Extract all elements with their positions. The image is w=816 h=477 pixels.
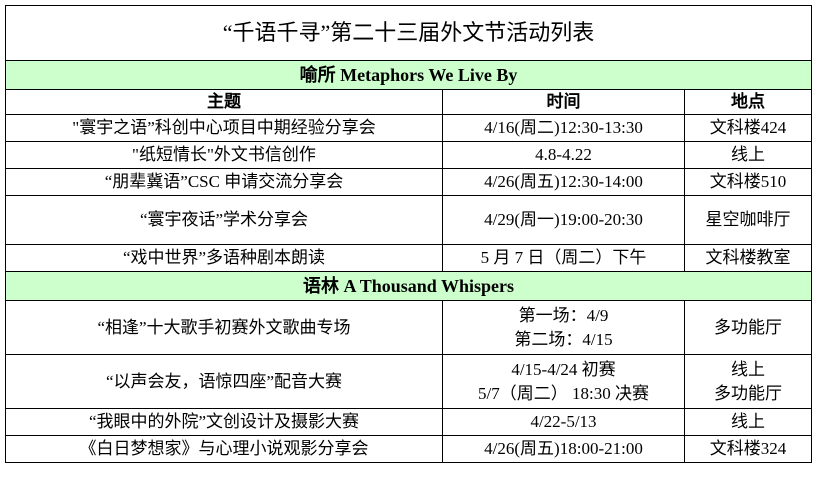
place-cell: 星空咖啡厅 — [683, 195, 813, 245]
table-row: “寰宇夜话”学术分享会 4/29(周一)19:00-20:30 星空咖啡厅 — [5, 195, 813, 245]
table-row: “相逢”十大歌手初赛外文歌曲专场 第一场：4/9 第二场：4/15 多功能厅 — [5, 300, 813, 355]
section-header-metaphors: 喻所 Metaphors We Live By — [4, 60, 813, 90]
table-row: “以声会友，语惊四座”配音大赛 4/15-4/24 初赛 5/7（周二） 18:3… — [5, 354, 813, 409]
topic-cell: “相逢”十大歌手初赛外文歌曲专场 — [5, 300, 443, 355]
place-cell: 多功能厅 — [683, 300, 813, 355]
place-cell: 文科楼424 — [683, 114, 813, 142]
topic-cell: 《白日梦想家》与心理小说观影分享会 — [5, 435, 443, 463]
table-row: 《白日梦想家》与心理小说观影分享会 4/26(周五)18:00-21:00 文科… — [5, 435, 813, 463]
time-cell: 4/22-5/13 — [442, 408, 685, 436]
time-cell: 4/15-4/24 初赛 5/7（周二） 18:30 决赛 — [442, 354, 685, 409]
time-cell: 4/26(周五)18:00-21:00 — [442, 435, 685, 463]
column-header-topic: 主题 — [5, 89, 443, 115]
time-cell: 4/29(周一)19:00-20:30 — [442, 195, 685, 245]
time-line: 5/7（周二） 18:30 决赛 — [478, 383, 649, 403]
time-cell: 5 月 7 日（周二）下午 — [442, 244, 685, 272]
topic-cell: "纸短情长"外文书信创作 — [5, 141, 443, 169]
time-cell: 4.8-4.22 — [442, 141, 685, 169]
section-header-whispers: 语林 A Thousand Whispers — [4, 271, 813, 301]
time-cell: 第一场：4/9 第二场：4/15 — [442, 300, 685, 355]
table-row: “朋辈冀语”CSC 申请交流分享会 4/26(周五)12:30-14:00 文科… — [5, 168, 813, 196]
place-cell: 线上 多功能厅 — [683, 354, 813, 409]
time-cell: 4/16(周二)12:30-13:30 — [442, 114, 685, 142]
topic-cell: "寰宇之语”科创中心项目中期经验分享会 — [5, 114, 443, 142]
column-header-place: 地点 — [683, 89, 813, 115]
time-line: 第一场：4/9 — [518, 305, 609, 325]
table-row: “戏中世界”多语种剧本朗读 5 月 7 日（周二）下午 文科楼教室 — [5, 244, 813, 272]
place-cell: 文科楼教室 — [683, 244, 813, 272]
table-row: "纸短情长"外文书信创作 4.8-4.22 线上 — [5, 141, 813, 169]
place-cell: 线上 — [683, 408, 813, 436]
page-title: “千语千寻”第二十三届外文节活动列表 — [4, 5, 813, 61]
place-cell: 文科楼510 — [683, 168, 813, 196]
table-row: “我眼中的外院”文创设计及摄影大赛 4/22-5/13 线上 — [5, 408, 813, 436]
topic-cell: “我眼中的外院”文创设计及摄影大赛 — [5, 408, 443, 436]
place-line: 多功能厅 — [714, 383, 782, 403]
topic-cell: “戏中世界”多语种剧本朗读 — [5, 244, 443, 272]
place-cell: 文科楼324 — [683, 435, 813, 463]
topic-cell: “朋辈冀语”CSC 申请交流分享会 — [5, 168, 443, 196]
activity-table: “千语千寻”第二十三届外文节活动列表 喻所 Metaphors We Live … — [4, 5, 813, 463]
time-line: 第二场：4/15 — [514, 329, 613, 349]
place-line: 线上 — [731, 359, 765, 379]
table-row: "寰宇之语”科创中心项目中期经验分享会 4/16(周二)12:30-13:30 … — [5, 114, 813, 142]
column-header-time: 时间 — [442, 89, 685, 115]
time-line: 4/15-4/24 初赛 — [511, 359, 616, 379]
topic-cell: “以声会友，语惊四座”配音大赛 — [5, 354, 443, 409]
time-cell: 4/26(周五)12:30-14:00 — [442, 168, 685, 196]
topic-cell: “寰宇夜话”学术分享会 — [5, 195, 443, 245]
place-cell: 线上 — [683, 141, 813, 169]
